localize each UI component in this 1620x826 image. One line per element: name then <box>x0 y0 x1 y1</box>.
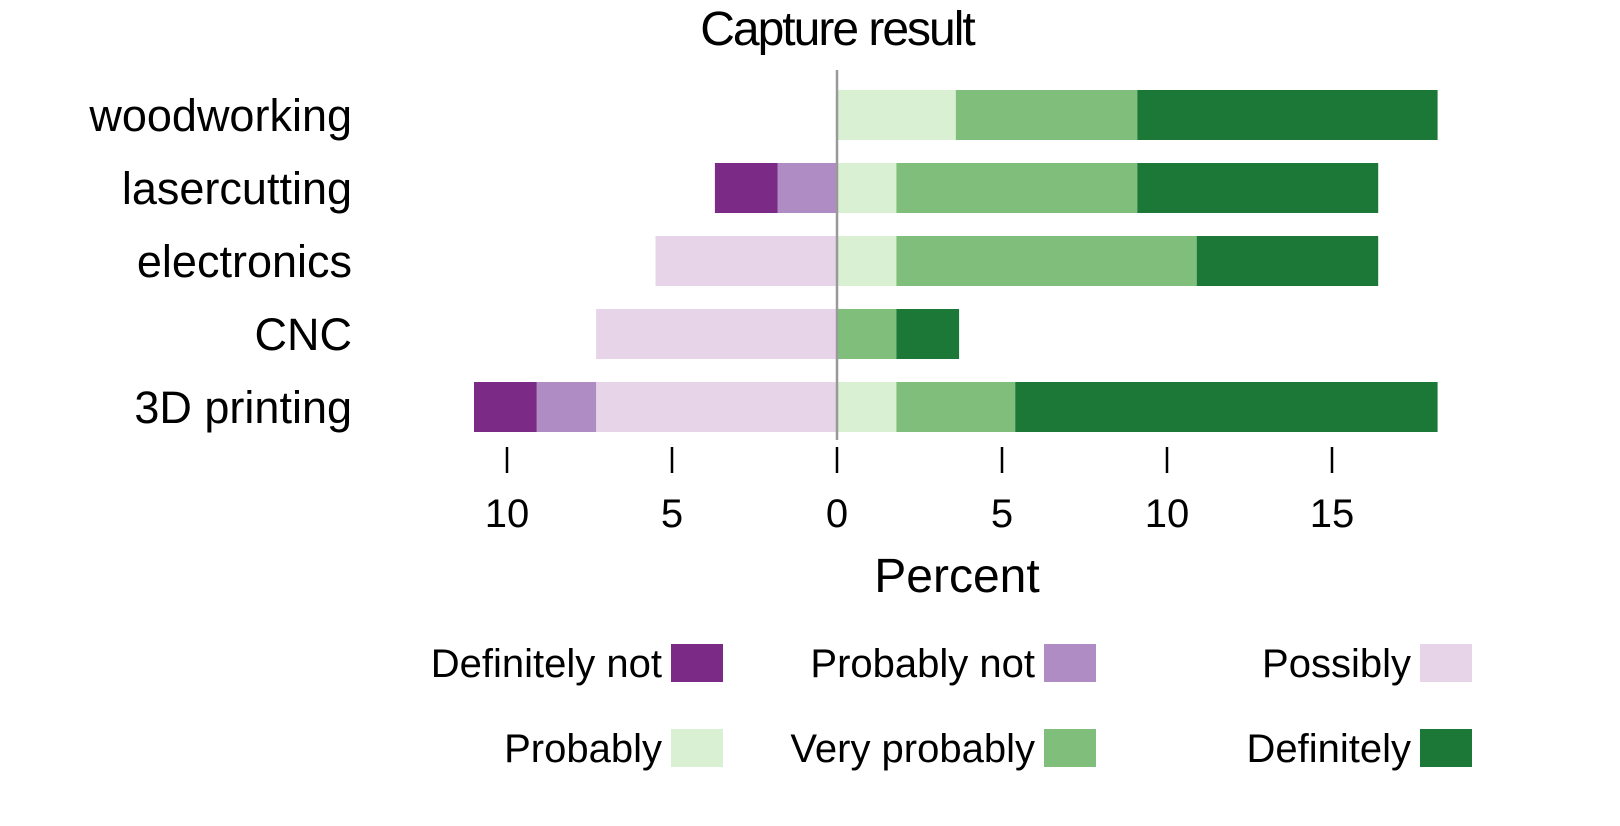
x-tick-label: 5 <box>661 492 683 536</box>
legend-label: Definitely not <box>431 642 662 686</box>
bar-cnc-possibly <box>596 309 837 359</box>
legend-label: Definitely <box>1246 727 1411 771</box>
bar-woodworking-very-probably <box>955 90 1138 140</box>
legend-label: Very probably <box>790 727 1035 771</box>
legend-swatch <box>1420 729 1472 767</box>
x-tick-label: 0 <box>826 492 848 536</box>
legend-swatch <box>1420 644 1472 682</box>
category-label: CNC <box>255 309 353 360</box>
bars-group <box>474 90 1438 432</box>
legend: Definitely not Probably not Possibly Probab… <box>431 642 1472 771</box>
bar-woodworking-probably <box>837 90 956 140</box>
bar-electronics-very-probably <box>896 236 1197 286</box>
x-tick-label: 15 <box>1310 492 1355 536</box>
legend-label: Probably not <box>810 642 1035 686</box>
legend-swatch <box>1044 644 1096 682</box>
bar-3d-printing-definitely <box>1015 382 1438 432</box>
bar-cnc-definitely <box>896 309 960 359</box>
chart-title: Capture result <box>700 3 975 56</box>
legend-swatch <box>671 644 723 682</box>
bar-lasercutting-definitely-not <box>714 163 778 213</box>
bar-3d-printing-very-probably <box>896 382 1016 432</box>
bar-cnc-very-probably <box>837 309 897 359</box>
legend-swatch <box>1044 729 1096 767</box>
bar-3d-printing-probably <box>837 382 897 432</box>
legend-swatch <box>671 729 723 767</box>
x-tick-label: 5 <box>991 492 1013 536</box>
bar-3d-printing-possibly <box>596 382 837 432</box>
bar-electronics-possibly <box>655 236 837 286</box>
bar-lasercutting-very-probably <box>896 163 1138 213</box>
legend-label: Possibly <box>1262 642 1411 686</box>
bar-electronics-probably <box>837 236 897 286</box>
legend-label: Probably <box>504 727 662 771</box>
x-axis-ticks: 10 5 0 5 10 15 <box>485 447 1355 536</box>
category-label: lasercutting <box>122 163 352 214</box>
bar-3d-printing-probably-not <box>536 382 597 432</box>
x-tick-label: 10 <box>1145 492 1190 536</box>
bar-3d-printing-definitely-not <box>474 382 537 432</box>
category-labels: woodworking lasercutting electronics CNC 3D … <box>88 90 352 433</box>
category-label: electronics <box>137 236 352 287</box>
x-tick-label: 10 <box>485 492 530 536</box>
bar-lasercutting-probably <box>837 163 897 213</box>
bar-lasercutting-probably-not <box>777 163 837 213</box>
bar-lasercutting-definitely <box>1137 163 1379 213</box>
category-label: woodworking <box>88 90 352 141</box>
bar-woodworking-definitely <box>1137 90 1438 140</box>
bar-electronics-definitely <box>1196 236 1379 286</box>
x-axis-title: Percent <box>874 550 1039 603</box>
category-label: 3D printing <box>134 382 352 433</box>
